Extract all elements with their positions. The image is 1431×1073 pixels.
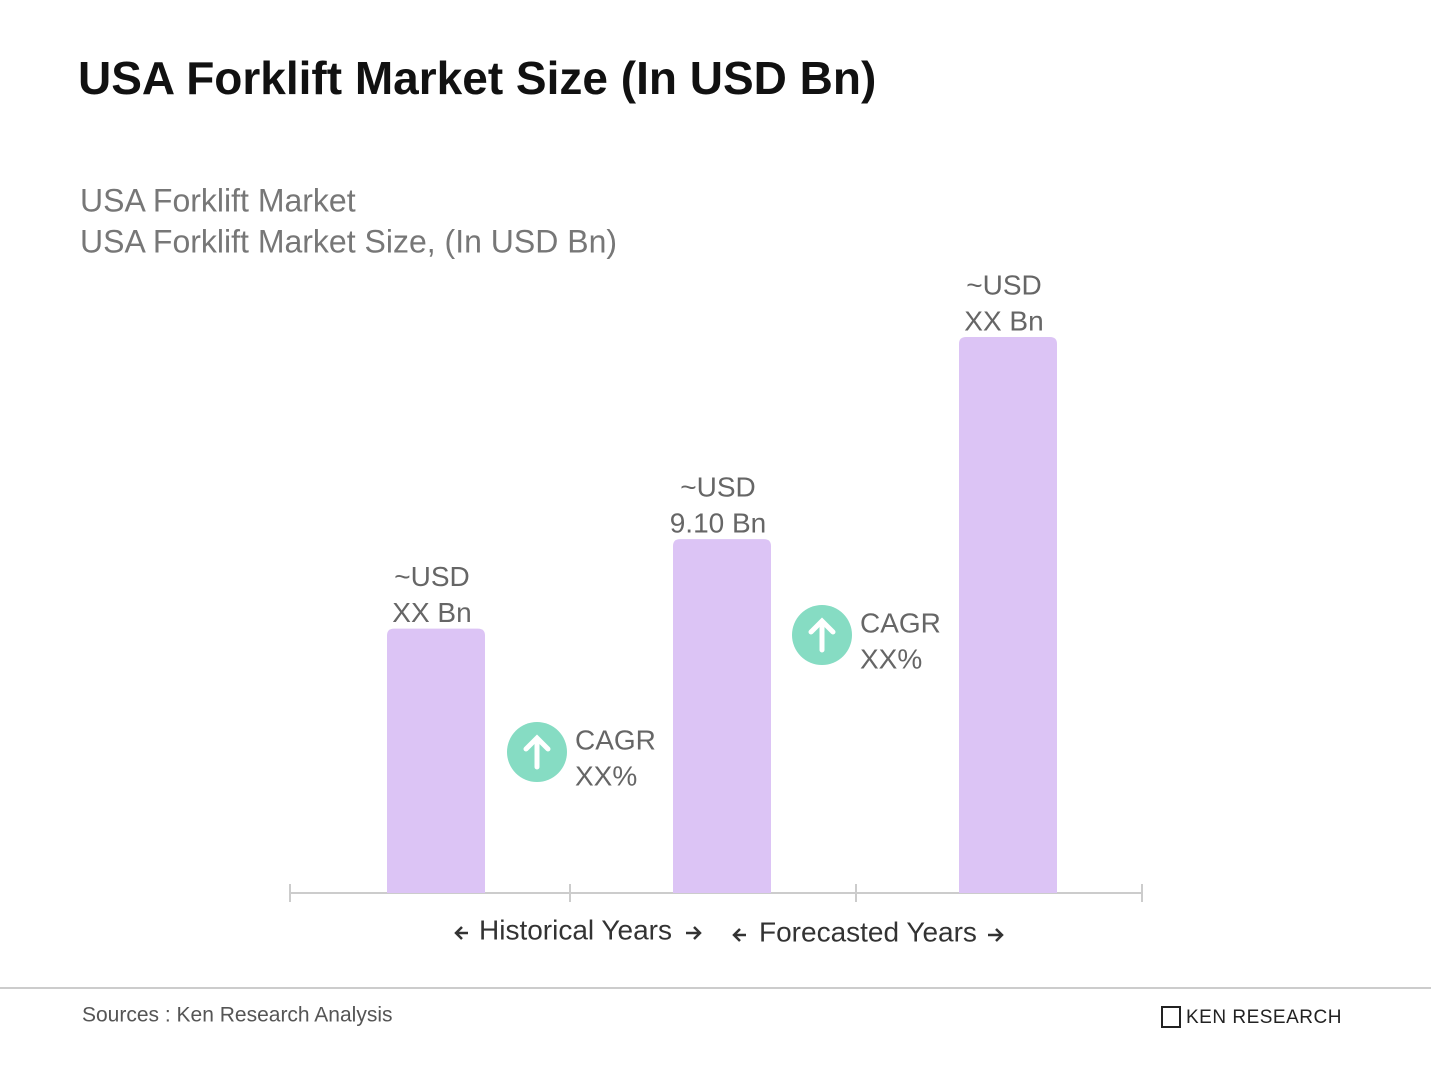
subtitle: USA Forklift Market xyxy=(80,182,356,218)
subtitle: USA Forklift Market Size, (In USD Bn) xyxy=(80,223,617,259)
value-label: ~USD xyxy=(966,269,1041,300)
value-label: XX Bn xyxy=(964,305,1043,336)
cagr-arrow xyxy=(523,734,551,770)
logo: KEN RESEARCH xyxy=(1186,1007,1342,1028)
value-label: ~USD xyxy=(680,472,755,503)
cagr-label: CAGR xyxy=(575,724,656,755)
bar xyxy=(959,337,1057,893)
bar xyxy=(387,628,485,893)
section-arrows xyxy=(454,926,1004,942)
section-label: Forecasted Years xyxy=(759,916,977,947)
bar xyxy=(673,539,771,893)
value-label: XX Bn xyxy=(392,597,471,628)
cagr-label: CAGR xyxy=(860,607,941,638)
value-label: ~USD xyxy=(394,561,469,592)
source: Sources : Ken Research Analysis xyxy=(82,1004,393,1027)
cagr-arrow xyxy=(808,617,836,653)
cagr-label: XX% xyxy=(860,643,922,674)
axis-ticks xyxy=(289,884,1143,902)
chart-title: USA Forklift Market Size (In USD Bn) xyxy=(78,52,876,104)
section-label: Historical Years xyxy=(479,914,672,945)
cagr-label: XX% xyxy=(575,760,637,791)
value-label: 9.10 Bn xyxy=(670,508,767,539)
logo-icon xyxy=(1161,1006,1181,1028)
